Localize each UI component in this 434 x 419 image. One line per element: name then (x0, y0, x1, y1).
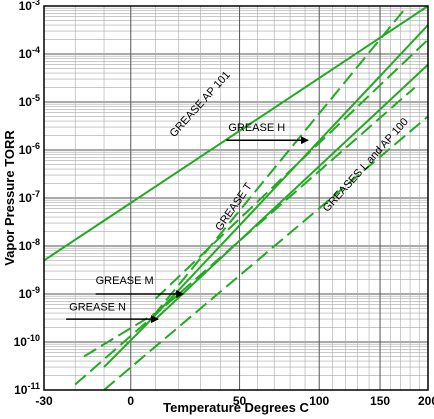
plot-frame (43, 5, 429, 391)
y-tick-label: 10-7 (19, 189, 40, 205)
y-tick-label: 10-9 (19, 285, 40, 301)
y-tick-label: 10-11 (14, 381, 40, 397)
series-line-t_upper (103, 24, 429, 368)
y-tick-labels: 10-3 10-4 10-5 10-6 10-7 10-8 10-9 10-10 10-11 (14, 0, 40, 397)
series-line-l_line (103, 115, 429, 391)
y-tick-label: 10-8 (19, 237, 40, 253)
series-line-ap101 (43, 5, 429, 262)
series-line-n_line (74, 86, 416, 386)
annotation-label: GREASE N (69, 302, 126, 314)
x-tick-label: 50 (233, 394, 247, 408)
x-axis-title: Temperature Degrees C (163, 400, 309, 415)
y-tick-label: 10-6 (19, 141, 40, 157)
x-tick-label: -30 (35, 394, 53, 408)
series-line-h_lower (154, 38, 429, 300)
y-tick-label: 10-10 (14, 333, 40, 349)
x-tick-label: 200 (418, 394, 434, 408)
y-tick-label: 10-4 (19, 45, 40, 61)
x-tick-labels: -30 0 50 100 150 200 (35, 394, 434, 408)
annotation-label: GREASE M (96, 275, 154, 287)
grid (43, 5, 429, 391)
x-tick-label: 0 (127, 394, 134, 408)
y-tick-label: 10-5 (19, 93, 40, 109)
y-tick-label: 10-3 (19, 0, 40, 13)
annotation-label: GREASE H (228, 122, 285, 134)
series-layer (43, 5, 429, 391)
x-tick-label: 100 (309, 394, 329, 408)
y-axis-title: Vapor Pressure TORR (2, 130, 17, 266)
x-tick-label: 150 (370, 394, 390, 408)
series-line-m_line (154, 63, 429, 320)
